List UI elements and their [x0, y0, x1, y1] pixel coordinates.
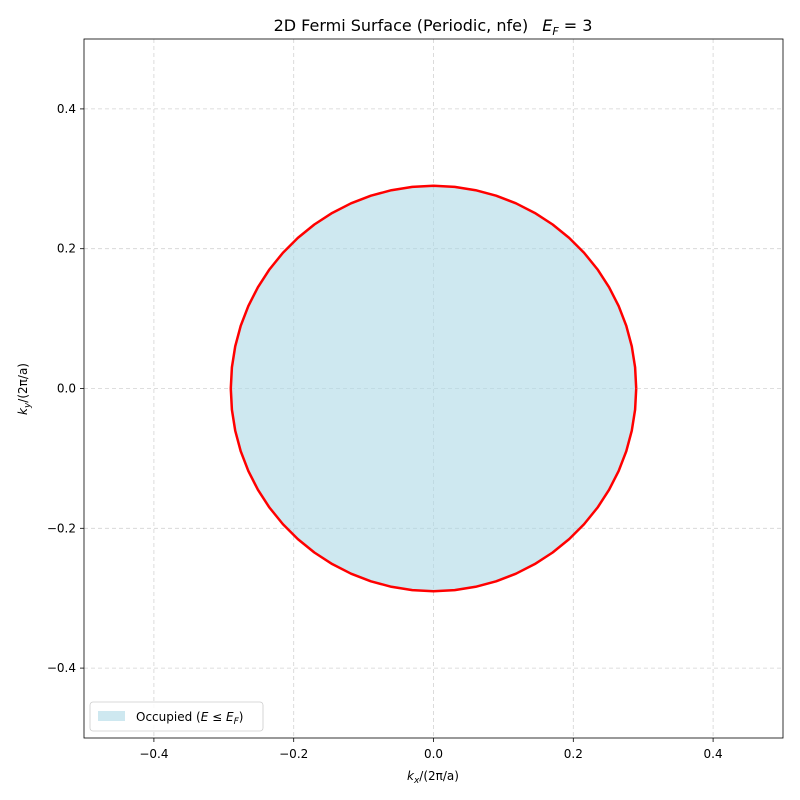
y-tick-label: 0.2 [57, 242, 76, 256]
x-tick-label: 0.0 [424, 747, 443, 761]
chart-title: 2D Fermi Surface (Periodic, nfe) EF = 3 [274, 16, 593, 38]
legend-swatch-occupied [98, 711, 125, 721]
x-tick-label: −0.2 [279, 747, 308, 761]
y-tick-label: −0.2 [47, 521, 76, 535]
x-tick-label: 0.2 [564, 747, 583, 761]
ticks: −0.4 −0.2 0.0 0.2 0.4 −0.4 −0.2 0.0 0.2 0.4 [47, 102, 723, 761]
x-tick-label: 0.4 [704, 747, 723, 761]
fermi-contour [229, 184, 638, 593]
y-tick-label: −0.4 [47, 661, 76, 675]
legend: Occupied (E ≤ EF) [89, 701, 264, 732]
y-tick-label: 0.4 [57, 102, 76, 116]
occupied-region [230, 185, 637, 592]
y-tick-label: 0.0 [57, 382, 76, 396]
fermi-contour-layer [229, 184, 638, 593]
legend-box [89, 701, 264, 732]
x-tick-label: −0.4 [139, 747, 168, 761]
occupied-region-layer [230, 185, 637, 592]
legend-label-occupied: Occupied (E ≤ EF) [136, 710, 243, 727]
grid [84, 39, 783, 738]
y-axis-label: ky/(2π/a) [16, 363, 33, 415]
x-axis-label: kx/(2π/a) [407, 769, 459, 786]
